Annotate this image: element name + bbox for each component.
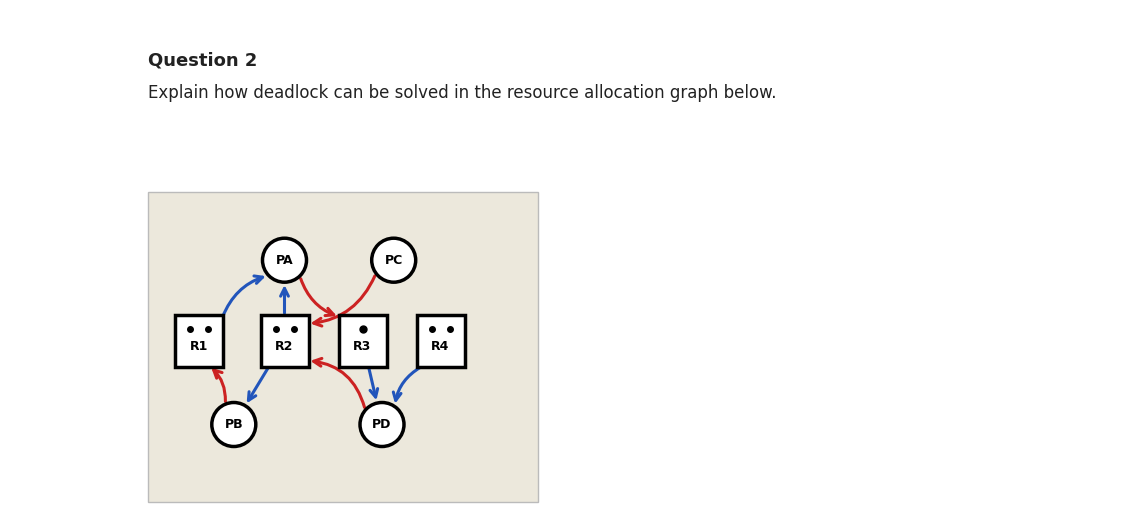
Circle shape [262, 238, 307, 282]
Text: PC: PC [385, 254, 403, 267]
FancyArrowPatch shape [301, 279, 333, 315]
FancyBboxPatch shape [148, 192, 538, 502]
Text: R4: R4 [432, 340, 450, 353]
FancyBboxPatch shape [417, 315, 465, 367]
FancyArrowPatch shape [394, 367, 420, 401]
FancyArrowPatch shape [314, 276, 374, 326]
Circle shape [372, 238, 416, 282]
Text: R3: R3 [354, 340, 372, 353]
Text: Question 2: Question 2 [148, 52, 258, 70]
FancyArrowPatch shape [214, 370, 226, 402]
Text: Explain how deadlock can be solved in the resource allocation graph below.: Explain how deadlock can be solved in th… [148, 84, 776, 102]
Text: PA: PA [276, 254, 293, 267]
Circle shape [360, 403, 404, 446]
FancyArrowPatch shape [369, 369, 378, 397]
FancyBboxPatch shape [339, 315, 387, 367]
Text: R1: R1 [190, 340, 208, 353]
FancyBboxPatch shape [175, 315, 222, 367]
FancyArrowPatch shape [222, 276, 262, 317]
Text: PB: PB [224, 418, 243, 431]
Circle shape [212, 403, 255, 446]
Text: R2: R2 [275, 340, 293, 353]
FancyArrowPatch shape [281, 288, 289, 313]
FancyBboxPatch shape [261, 315, 308, 367]
FancyArrowPatch shape [314, 359, 364, 408]
Text: PD: PD [372, 418, 392, 431]
FancyArrowPatch shape [248, 368, 268, 401]
